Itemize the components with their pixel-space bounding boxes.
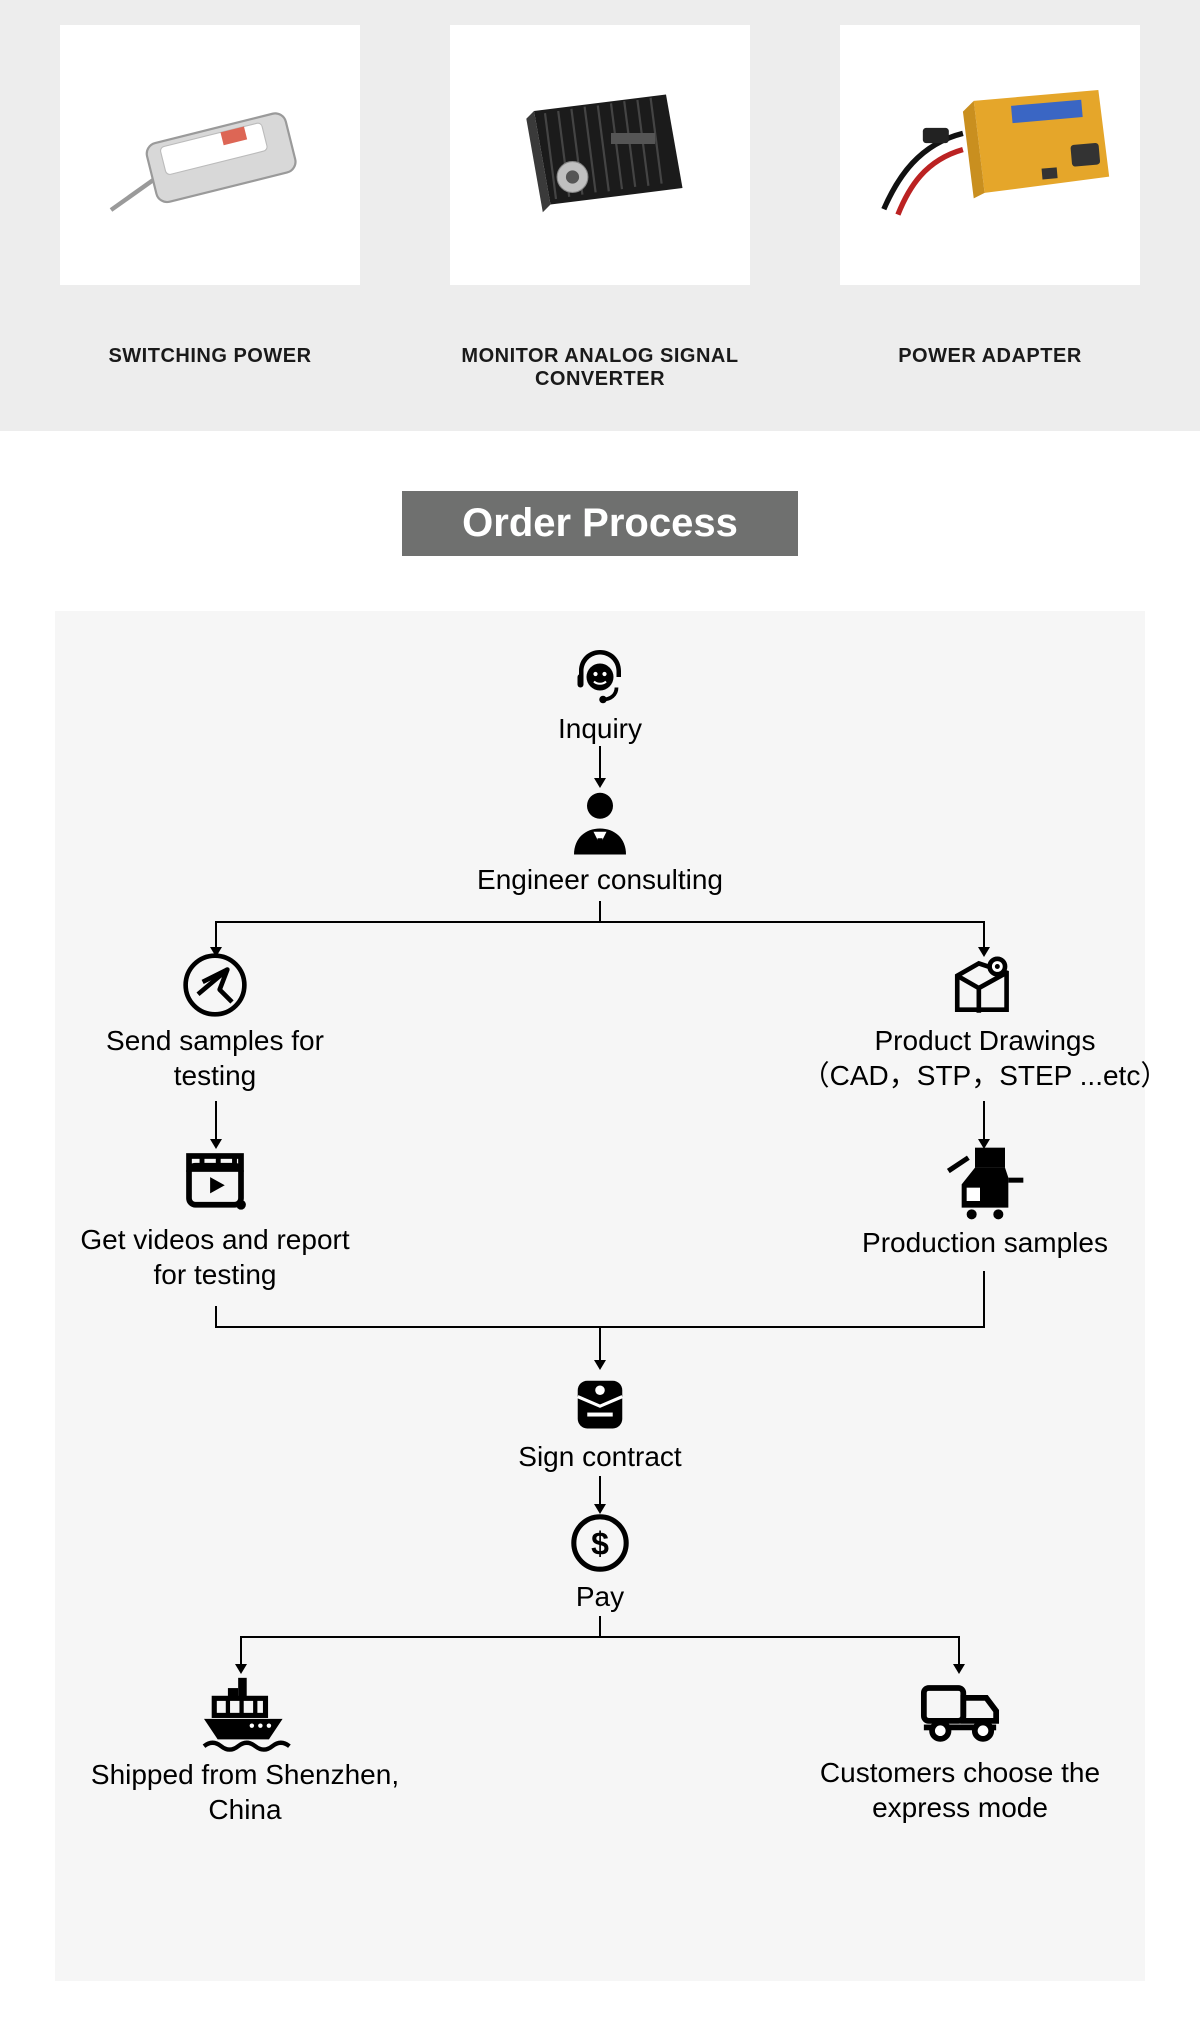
node-express: Customers choose the express mode bbox=[810, 1671, 1110, 1825]
product-label: SWITCHING POWER bbox=[60, 345, 360, 368]
connector bbox=[983, 1271, 985, 1326]
node-production-samples: Production samples bbox=[845, 1141, 1125, 1260]
connector bbox=[240, 1636, 960, 1638]
product-label: POWER ADAPTER bbox=[840, 345, 1140, 368]
section-header: Order Process bbox=[0, 491, 1200, 556]
connector bbox=[599, 901, 601, 921]
switching-power-icon bbox=[100, 65, 320, 245]
product-image bbox=[60, 25, 360, 285]
node-inquiry: Inquiry bbox=[515, 641, 685, 746]
connector bbox=[215, 921, 985, 923]
connector bbox=[958, 1636, 960, 1666]
node-label: Shipped from Shenzhen, China bbox=[80, 1757, 410, 1827]
connector bbox=[983, 1101, 985, 1141]
node-shipped: Shipped from Shenzhen, China bbox=[95, 1671, 395, 1827]
node-label: Sign contract bbox=[518, 1439, 681, 1474]
connector bbox=[240, 1636, 242, 1666]
contract-icon bbox=[565, 1371, 635, 1435]
node-label: Product Drawings （CAD，STP，STEP ...etc） bbox=[795, 1023, 1175, 1093]
node-label: Get videos and report for testing bbox=[65, 1222, 365, 1292]
connector bbox=[983, 921, 985, 949]
product-image bbox=[450, 25, 750, 285]
node-label: Engineer consulting bbox=[477, 862, 723, 897]
signal-converter-icon bbox=[490, 65, 710, 245]
product-card-signal-converter: MONITOR ANALOG SIGNAL CONVERTER bbox=[450, 25, 750, 391]
product-strip: SWITCHING POWER MONITOR ANALOG SIGNAL CO… bbox=[0, 0, 1200, 431]
pay-icon: $ bbox=[568, 1511, 632, 1575]
product-card-power-adapter: POWER ADAPTER bbox=[840, 25, 1140, 391]
node-sign-contract: Sign contract bbox=[495, 1371, 705, 1474]
connector bbox=[599, 1476, 601, 1506]
node-label: Pay bbox=[576, 1579, 624, 1614]
node-label: Customers choose the express mode bbox=[805, 1755, 1115, 1825]
ship-icon bbox=[196, 1671, 294, 1753]
connector bbox=[599, 1616, 601, 1636]
node-label: Inquiry bbox=[558, 711, 642, 746]
product-label: MONITOR ANALOG SIGNAL CONVERTER bbox=[450, 345, 750, 391]
node-engineer: Engineer consulting bbox=[455, 786, 745, 897]
power-adapter-icon bbox=[860, 65, 1120, 245]
node-get-videos: Get videos and report for testing bbox=[75, 1146, 355, 1292]
arrow-icon bbox=[594, 1360, 606, 1370]
connector bbox=[215, 1101, 217, 1141]
product-card-switching-power: SWITCHING POWER bbox=[60, 25, 360, 391]
node-label: Send samples for testing bbox=[95, 1023, 335, 1093]
headset-icon bbox=[564, 641, 636, 707]
product-image bbox=[840, 25, 1140, 285]
drawings-icon bbox=[948, 951, 1022, 1019]
node-label: Production samples bbox=[862, 1225, 1108, 1260]
machine-icon bbox=[941, 1141, 1029, 1221]
connector bbox=[215, 921, 217, 949]
node-product-drawings: Product Drawings （CAD，STP，STEP ...etc） bbox=[795, 951, 1175, 1093]
order-process-flowchart: Inquiry Engineer consulting Send samples… bbox=[55, 611, 1145, 1981]
node-send-samples: Send samples for testing bbox=[110, 951, 320, 1093]
video-icon bbox=[176, 1146, 254, 1218]
svg-text:$: $ bbox=[591, 1526, 609, 1562]
section-title: Order Process bbox=[402, 491, 798, 556]
node-pay: $ Pay bbox=[535, 1511, 665, 1614]
send-icon bbox=[181, 951, 249, 1019]
truck-icon bbox=[914, 1671, 1006, 1751]
connector bbox=[215, 1306, 217, 1326]
connector bbox=[599, 746, 601, 780]
person-icon bbox=[561, 786, 639, 858]
connector bbox=[599, 1326, 601, 1362]
